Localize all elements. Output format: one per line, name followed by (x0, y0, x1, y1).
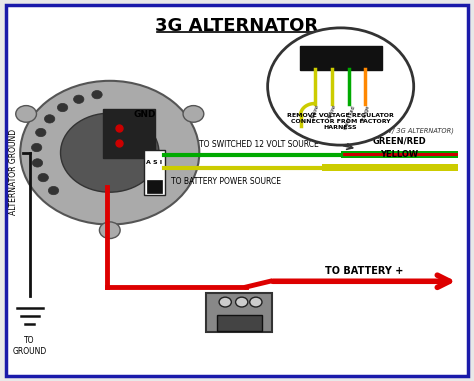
Circle shape (250, 297, 262, 307)
Text: A S I: A S I (146, 160, 163, 165)
Circle shape (100, 222, 120, 239)
Text: TO SWITCHED 12 VOLT SOURCE: TO SWITCHED 12 VOLT SOURCE (199, 140, 319, 149)
Bar (322, 165, 458, 171)
Circle shape (57, 103, 68, 112)
FancyBboxPatch shape (300, 46, 382, 70)
Circle shape (268, 28, 414, 145)
Text: GND: GND (133, 110, 156, 119)
Text: REMOVE VOLTAGE REGULATOR
CONNECTOR FROM FACTORY
HARNESS: REMOVE VOLTAGE REGULATOR CONNECTOR FROM … (287, 113, 394, 130)
Circle shape (92, 90, 102, 99)
Text: GREEN/RED: GREEN/RED (373, 136, 427, 145)
FancyBboxPatch shape (6, 5, 468, 376)
Text: TO BATTERY +: TO BATTERY + (325, 266, 403, 275)
FancyBboxPatch shape (144, 150, 165, 195)
Circle shape (20, 81, 199, 224)
Circle shape (236, 297, 248, 307)
FancyBboxPatch shape (217, 315, 262, 331)
FancyBboxPatch shape (206, 293, 273, 332)
Circle shape (16, 106, 36, 122)
Circle shape (61, 113, 159, 192)
Text: 3G ALTERNATOR: 3G ALTERNATOR (155, 17, 319, 35)
Text: Orange: Orange (360, 105, 371, 123)
Text: Yellow: Yellow (310, 105, 319, 120)
Circle shape (219, 297, 231, 307)
Circle shape (45, 115, 55, 123)
Circle shape (183, 106, 204, 122)
Text: ALTERNATOR GROUND: ALTERNATOR GROUND (9, 128, 18, 215)
Bar (341, 154, 458, 156)
FancyBboxPatch shape (103, 109, 155, 158)
Circle shape (31, 143, 42, 152)
Text: (NOT USED W/ 3G ALTERNATOR): (NOT USED W/ 3G ALTERNATOR) (346, 127, 454, 134)
Circle shape (32, 159, 43, 167)
Circle shape (48, 186, 59, 195)
Circle shape (73, 95, 84, 103)
Bar (341, 151, 458, 158)
Text: TO
GROUND: TO GROUND (12, 336, 47, 355)
Circle shape (36, 128, 46, 137)
Circle shape (38, 173, 48, 182)
Text: Yellow: Yellow (327, 105, 337, 120)
Text: YELLOW: YELLOW (381, 150, 419, 160)
FancyBboxPatch shape (147, 180, 162, 193)
Text: Green/Red: Green/Red (342, 105, 356, 131)
Text: TO BATTERY POWER SOURCE: TO BATTERY POWER SOURCE (171, 177, 281, 186)
